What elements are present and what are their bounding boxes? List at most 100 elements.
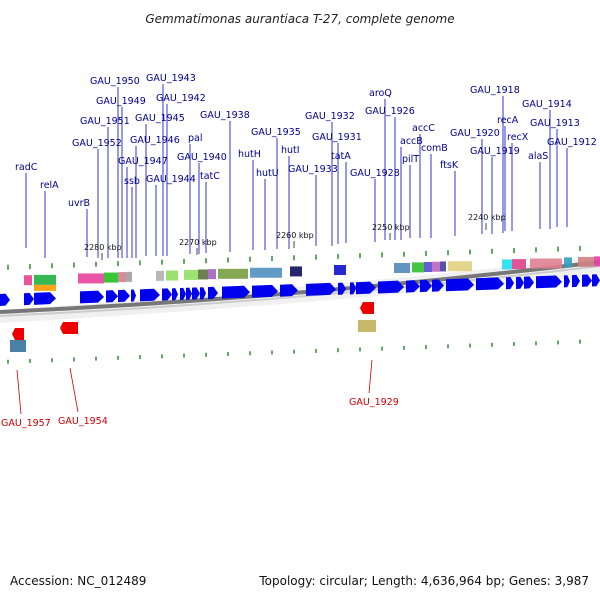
gene-label: hutI	[281, 145, 300, 156]
domain-block	[564, 257, 572, 268]
domain-block	[594, 256, 600, 267]
domain-block	[412, 262, 424, 273]
reverse-gene-arrows	[10, 302, 376, 352]
coordinate-label: 2250 kbp	[372, 223, 410, 232]
domain-block	[126, 271, 132, 282]
domain-block	[156, 270, 164, 281]
forward-gene-arrow	[592, 274, 600, 287]
domain-block	[208, 269, 216, 280]
gene-label: uvrB	[68, 198, 90, 209]
forward-gene-arrow	[572, 274, 580, 288]
gene-label: GAU_1932	[305, 111, 355, 122]
gene-label: recX	[507, 132, 529, 143]
domain-block	[334, 264, 346, 275]
coordinate-labels: 2280 kbp 2270 kbp 2260 kbp 2250 kbp 2240 kbp	[84, 213, 506, 260]
accession-text: Accession: NC_012489	[10, 574, 146, 588]
domain-block	[448, 261, 472, 272]
reverse-domain-block	[358, 320, 376, 332]
backbone-line	[0, 260, 600, 314]
gene-label: pal	[188, 133, 203, 144]
gene-label: GAU_1945	[135, 113, 185, 124]
tick-marks	[7, 245, 581, 364]
forward-gene-arrow	[34, 292, 56, 305]
gene-label: accC	[412, 123, 435, 134]
forward-gene-arrow	[564, 275, 570, 288]
gene-label: aroQ	[369, 88, 392, 99]
reverse-gene-arrow	[360, 302, 374, 314]
domain-block	[250, 267, 282, 278]
forward-gene-arrow	[200, 287, 206, 300]
leader-line	[368, 359, 373, 394]
protein-domain-blocks	[24, 256, 600, 291]
forward-gene-arrow	[516, 276, 524, 289]
gene-label: GAU_1954	[58, 416, 108, 427]
gene-label: GAU_1947	[118, 156, 168, 167]
forward-gene-arrow	[80, 290, 104, 304]
gene-label: GAU_1950	[90, 76, 140, 87]
gene-label: GAU_1938	[200, 110, 250, 121]
domain-block	[34, 274, 56, 285]
forward-gene-arrow	[524, 276, 534, 289]
gene-label: ssb	[124, 176, 140, 187]
forward-gene-arrow	[582, 274, 592, 287]
domain-block	[530, 258, 562, 269]
domain-block	[440, 261, 446, 272]
forward-gene-arrow	[186, 287, 192, 300]
gene-label: GAU_1952	[72, 138, 122, 149]
forward-gene-arrow	[432, 279, 444, 292]
forward-gene-arrow	[140, 288, 160, 302]
forward-gene-arrow	[378, 280, 404, 294]
coordinate-label: 2260 kbp	[276, 231, 314, 240]
forward-gene-arrow	[536, 275, 562, 289]
gene-label: GAU_1931	[312, 132, 362, 143]
gene-label: accB	[400, 136, 423, 147]
domain-block	[184, 269, 198, 280]
forward-gene-arrow	[222, 285, 250, 299]
forward-gene-arrow	[280, 284, 298, 297]
domain-block	[218, 268, 248, 279]
leader-line	[69, 367, 79, 413]
gene-label: GAU_1929	[349, 397, 399, 408]
gene-label: tatC	[200, 171, 220, 182]
gene-label: radC	[15, 162, 38, 173]
gene-label: hutH	[238, 149, 261, 160]
gene-label: GAU_1935	[251, 127, 301, 138]
forward-gene-arrows	[0, 274, 600, 306]
coordinate-label: 2270 kbp	[179, 238, 217, 247]
gene-label: ftsK	[440, 160, 459, 171]
gene-label: comB	[421, 143, 448, 154]
domain-block	[24, 275, 32, 286]
backbone-shadow	[0, 265, 600, 317]
domain-block	[394, 262, 410, 273]
gene-label: GAU_1943	[146, 73, 196, 84]
gene-label: tatA	[331, 151, 351, 162]
coordinate-label: 2280 kbp	[84, 243, 122, 252]
backbone-band	[0, 257, 600, 323]
gene-label: GAU_1933	[288, 164, 338, 175]
forward-gene-arrow	[180, 287, 186, 301]
domain-block	[578, 256, 594, 267]
domain-block	[34, 284, 56, 291]
gene-label: GAU_1949	[96, 96, 146, 107]
domain-block	[166, 270, 178, 281]
gene-label: GAU_1946	[130, 135, 180, 146]
gene-label: GAU_1942	[156, 93, 206, 104]
gene-label: GAU_1914	[522, 99, 572, 110]
gene-label: GAU_1919	[470, 146, 520, 157]
forward-gene-arrow	[172, 288, 178, 301]
gene-label: relA	[40, 180, 59, 191]
forward-gene-arrow	[106, 290, 118, 303]
gene-label: GAU_1957	[1, 418, 51, 429]
gene-label: GAU_1912	[547, 137, 597, 148]
forward-gene-arrow	[506, 277, 514, 290]
forward-gene-arrow	[118, 289, 130, 303]
forward-gene-arrow	[338, 282, 346, 295]
gene-label: GAU_1918	[470, 85, 520, 96]
domain-block	[512, 259, 526, 270]
forward-gene-arrow	[420, 279, 432, 293]
gene-label: GAU_1926	[365, 106, 415, 117]
forward-gene-arrow	[476, 277, 504, 291]
domain-block	[104, 272, 118, 283]
domain-block	[502, 259, 512, 270]
